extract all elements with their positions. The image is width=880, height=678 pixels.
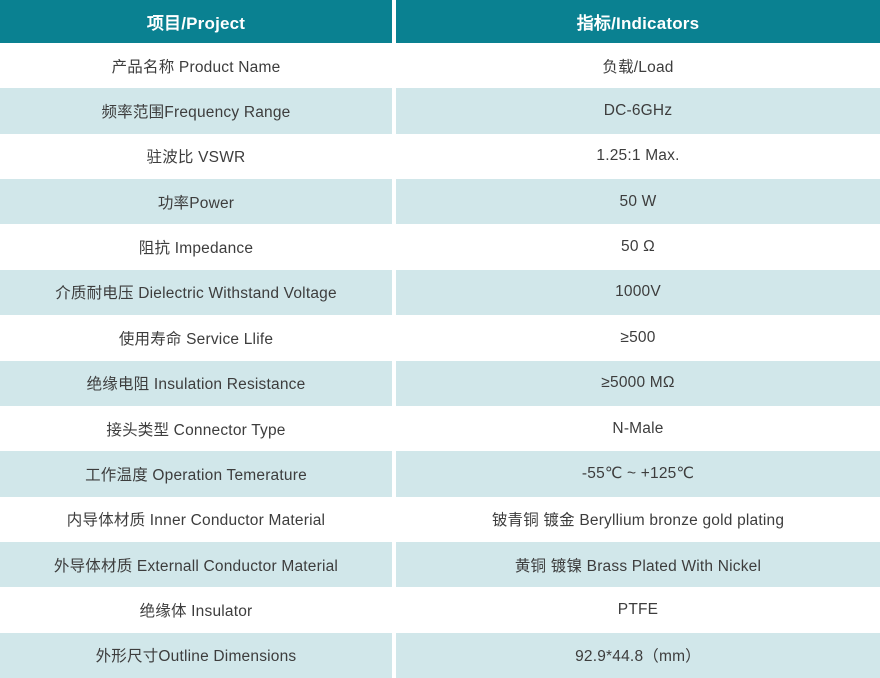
project-label: 产品名称 Product Name	[111, 58, 281, 76]
project-cell: 工作温度 Operation Temerature	[0, 451, 392, 497]
column-divider	[392, 269, 396, 316]
project-cell: 外导体材质 Externall Conductor Material	[0, 541, 392, 588]
project-label: 绝缘电阻 Insulation Resistance	[86, 376, 306, 394]
column-divider	[392, 179, 396, 225]
column-divider	[392, 360, 396, 406]
indicator-cell: 负载/Load	[396, 43, 880, 89]
indicator-value: 负载/Load	[602, 58, 674, 76]
project-cell: 使用寿命 Service Llife	[0, 315, 392, 361]
table-row: 介质耐电压 Dielectric Withstand Voltage 1000V	[0, 269, 880, 316]
project-cell: 绝缘体 Insulator	[0, 587, 392, 633]
indicator-cell: 50 W	[396, 179, 880, 225]
table-row: 外形尺寸Outline Dimensions 92.9*44.8（mm）	[0, 632, 880, 678]
indicator-value: ≥5000 MΩ	[601, 374, 675, 392]
indicator-cell: N-Male	[396, 405, 880, 452]
indicator-value: 50 W	[619, 192, 657, 210]
indicator-value: 1.25:1 Max.	[596, 147, 680, 165]
table-header-row: 项目/Project 指标/Indicators	[0, 0, 880, 43]
table-row: 频率范围Frequency Range DC-6GHz	[0, 88, 880, 134]
indicator-cell: ≥500	[396, 315, 880, 361]
project-cell: 绝缘电阻 Insulation Resistance	[0, 360, 392, 406]
table-row: 内导体材质 Inner Conductor Material 铍青铜 镀金 Be…	[0, 496, 880, 542]
project-cell: 驻波比 VSWR	[0, 133, 392, 180]
table-row: 工作温度 Operation Temerature -55℃ ~ +125℃	[0, 451, 880, 497]
header-project-label: 项目/Project	[146, 14, 246, 33]
indicator-value: 50 Ω	[621, 238, 655, 256]
header-indicators-label: 指标/Indicators	[576, 14, 700, 33]
column-divider	[392, 133, 396, 180]
column-divider	[392, 496, 396, 542]
indicator-cell: 黄铜 镀镍 Brass Plated With Nickel	[396, 541, 880, 588]
indicator-value: 黄铜 镀镍 Brass Plated With Nickel	[514, 557, 762, 575]
project-label: 使用寿命 Service Llife	[118, 330, 274, 348]
project-label: 内导体材质 Inner Conductor Material	[66, 512, 326, 530]
project-label: 外形尺寸Outline Dimensions	[95, 648, 297, 666]
project-label: 工作温度 Operation Temerature	[85, 466, 307, 484]
indicator-value: PTFE	[617, 600, 659, 618]
indicator-cell: 1000V	[396, 269, 880, 316]
indicator-cell: 1.25:1 Max.	[396, 133, 880, 180]
project-cell: 产品名称 Product Name	[0, 43, 392, 89]
project-cell: 介质耐电压 Dielectric Withstand Voltage	[0, 269, 392, 316]
project-label: 介质耐电压 Dielectric Withstand Voltage	[55, 285, 337, 303]
table-row: 绝缘体 Insulator PTFE	[0, 587, 880, 633]
project-label: 频率范围Frequency Range	[101, 104, 291, 122]
column-divider	[392, 43, 396, 89]
column-divider	[392, 88, 396, 134]
column-divider	[392, 451, 396, 497]
indicator-cell: -55℃ ~ +125℃	[396, 451, 880, 497]
project-cell: 内导体材质 Inner Conductor Material	[0, 496, 392, 542]
column-divider	[392, 541, 396, 588]
indicator-cell: 铍青铜 镀金 Beryllium bronze gold plating	[396, 496, 880, 542]
column-divider	[392, 0, 396, 43]
project-label: 阻抗 Impedance	[138, 240, 254, 258]
indicator-value: 铍青铜 镀金 Beryllium bronze gold plating	[491, 512, 785, 530]
project-cell: 频率范围Frequency Range	[0, 88, 392, 134]
project-cell: 功率Power	[0, 179, 392, 225]
header-cell-project: 项目/Project	[0, 0, 392, 43]
table-row: 接头类型 Connector Type N-Male	[0, 405, 880, 452]
indicator-cell: 92.9*44.8（mm）	[396, 632, 880, 678]
indicator-cell: DC-6GHz	[396, 88, 880, 134]
project-label: 驻波比 VSWR	[146, 149, 246, 167]
indicator-value: DC-6GHz	[603, 102, 673, 120]
project-label: 绝缘体 Insulator	[139, 602, 253, 620]
column-divider	[392, 224, 396, 270]
table-row: 功率Power 50 W	[0, 179, 880, 225]
project-cell: 接头类型 Connector Type	[0, 405, 392, 452]
project-label: 功率Power	[157, 194, 235, 212]
indicator-value: -55℃ ~ +125℃	[581, 465, 695, 483]
project-label: 外导体材质 Externall Conductor Material	[53, 557, 339, 575]
table-row: 外导体材质 Externall Conductor Material 黄铜 镀镍…	[0, 541, 880, 588]
indicator-value: ≥500	[620, 328, 656, 346]
indicator-cell: PTFE	[396, 587, 880, 633]
column-divider	[392, 315, 396, 361]
indicator-value: N-Male	[612, 419, 664, 437]
project-cell: 外形尺寸Outline Dimensions	[0, 632, 392, 678]
table-row: 产品名称 Product Name 负载/Load	[0, 43, 880, 89]
table-row: 驻波比 VSWR 1.25:1 Max.	[0, 133, 880, 180]
indicator-value: 92.9*44.8（mm）	[575, 648, 701, 666]
indicator-value: 1000V	[615, 283, 661, 301]
project-label: 接头类型 Connector Type	[106, 421, 286, 439]
column-divider	[392, 405, 396, 452]
table-row: 使用寿命 Service Llife ≥500	[0, 315, 880, 361]
project-cell: 阻抗 Impedance	[0, 224, 392, 270]
column-divider	[392, 587, 396, 633]
indicator-cell: ≥5000 MΩ	[396, 360, 880, 406]
column-divider	[392, 632, 396, 678]
header-cell-indicators: 指标/Indicators	[396, 0, 880, 43]
table-body: 产品名称 Product Name 负载/Load 频率范围Frequency …	[0, 43, 880, 678]
table-row: 绝缘电阻 Insulation Resistance ≥5000 MΩ	[0, 360, 880, 406]
table-row: 阻抗 Impedance 50 Ω	[0, 224, 880, 270]
indicator-cell: 50 Ω	[396, 224, 880, 270]
